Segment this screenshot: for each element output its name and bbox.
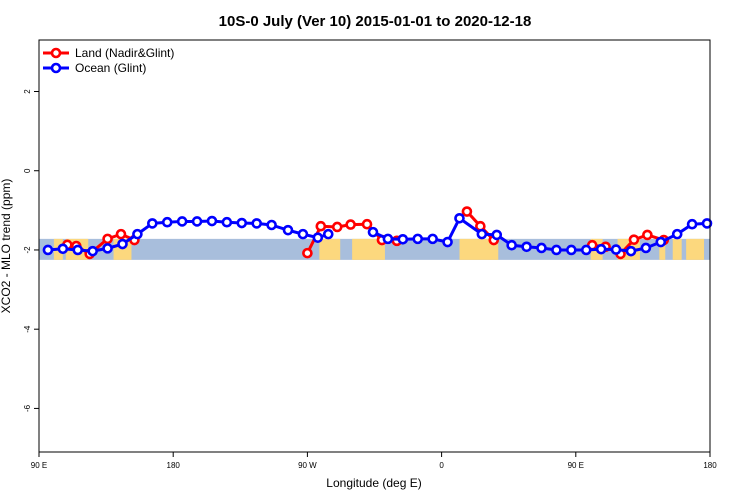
y-axis: 2 0 -2 -4 -6 <box>23 89 39 412</box>
ocean-point <box>191 216 203 227</box>
ocean-point <box>57 243 69 255</box>
ocean-point <box>640 242 652 254</box>
ocean-point <box>655 236 667 248</box>
land-point <box>345 219 356 230</box>
ocean-point <box>595 243 607 255</box>
land-point <box>361 218 373 230</box>
land-segment <box>352 238 385 260</box>
land-segment <box>672 238 682 260</box>
ocean-point <box>266 219 277 231</box>
legend-item-land: Land (Nadir&Glint) <box>43 46 174 60</box>
x-tick-label: 90 E <box>31 461 47 470</box>
land-segment <box>659 238 666 260</box>
ocean-point <box>454 212 465 224</box>
ocean-point <box>476 228 488 240</box>
ocean-point <box>610 244 622 255</box>
ocean-point <box>87 245 98 257</box>
y-tick-label: -6 <box>23 404 32 412</box>
ocean-point <box>161 216 173 228</box>
y-tick-label: -4 <box>23 325 32 333</box>
ocean-point <box>625 245 637 257</box>
ocean-point <box>312 232 324 243</box>
legend: Land (Nadir&Glint) Ocean (Glint) <box>43 46 174 75</box>
ocean-point <box>132 228 143 240</box>
ocean-point <box>427 233 438 245</box>
x-tick-label: 90 E <box>568 461 584 470</box>
ocean-series <box>42 212 713 257</box>
ocean-point <box>701 218 713 229</box>
ocean-point <box>536 242 547 254</box>
land-point <box>115 228 127 240</box>
ocean-point <box>102 243 113 254</box>
land-point <box>302 247 313 259</box>
ocean-point <box>236 217 248 229</box>
legend-item-ocean: Ocean (Glint) <box>43 61 146 75</box>
land-point <box>628 234 640 245</box>
ocean-point <box>117 238 128 250</box>
land-point <box>642 229 653 241</box>
chart-title: 10S-0 July (Ver 10) 2015-01-01 to 2020-1… <box>219 13 532 30</box>
ocean-point <box>322 228 334 240</box>
ocean-point <box>686 218 698 230</box>
ocean-point <box>297 228 309 240</box>
y-tick-label: 2 <box>23 89 32 94</box>
ocean-point <box>367 226 379 238</box>
ocean-point <box>206 215 218 227</box>
ocean-point <box>221 216 233 228</box>
ocean-point <box>521 241 532 253</box>
land-segment <box>686 238 705 260</box>
land-point <box>331 221 343 233</box>
legend-ocean-marker <box>50 62 62 74</box>
land-segment <box>319 238 341 260</box>
land-point <box>102 233 113 245</box>
ocean-point <box>412 233 424 245</box>
land-point <box>461 206 473 217</box>
x-tick-label: 90 W <box>298 461 317 470</box>
ocean-point <box>491 229 503 241</box>
ocean-point <box>72 244 84 256</box>
ocean-point <box>176 216 188 227</box>
ocean-point <box>580 244 592 256</box>
legend-land-marker <box>50 47 62 59</box>
land-point <box>315 220 327 232</box>
ocean-point <box>42 244 54 256</box>
ocean-point <box>382 233 394 245</box>
x-axis-label: Longitude (deg E) <box>326 476 421 490</box>
series-layer <box>42 206 713 260</box>
y-axis-label: XCO2 - MLO trend (ppm) <box>0 179 13 314</box>
y-tick-label: -2 <box>23 246 32 254</box>
ocean-point <box>442 236 453 248</box>
ocean-point <box>282 224 294 236</box>
ocean-point <box>251 218 263 229</box>
ocean-point <box>506 239 517 251</box>
x-axis: 90 E 180 90 W 0 90 E 180 <box>31 452 717 470</box>
ocean-point <box>671 228 683 240</box>
ocean-point <box>397 233 409 245</box>
plot-frame <box>38 39 711 453</box>
legend-land-label: Land (Nadir&Glint) <box>75 46 174 60</box>
x-tick-label: 180 <box>703 461 717 470</box>
x-tick-label: 0 <box>439 461 444 470</box>
legend-ocean-label: Ocean (Glint) <box>75 61 146 75</box>
ocean-point <box>566 244 577 256</box>
land-segment <box>459 238 499 260</box>
x-tick-label: 180 <box>167 461 181 470</box>
ocean-point <box>551 244 562 256</box>
ocean-point <box>147 218 158 229</box>
y-tick-label: 0 <box>23 168 32 173</box>
